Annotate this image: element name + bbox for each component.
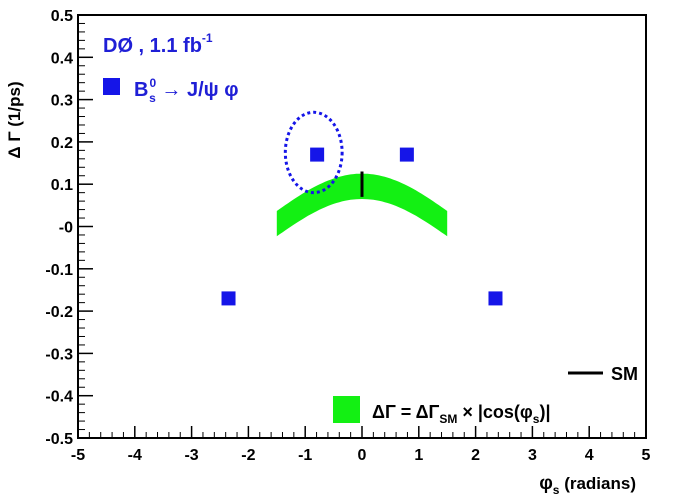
y-tick-label: -0.5	[45, 431, 73, 448]
marks-layer	[221, 110, 503, 306]
x-tick-label: -5	[71, 447, 85, 464]
channel-label: B0 s → J/ψ φ	[134, 76, 239, 105]
y-axis-title: Δ Γ (1/ps)	[5, 81, 24, 158]
data-point	[221, 291, 236, 306]
x-tick-label: -2	[241, 447, 255, 464]
y-tick-label: 0.1	[51, 177, 73, 194]
experiment-label: DØ , 1.1 fb-1	[103, 31, 213, 57]
y-tick-label: 0.4	[51, 50, 73, 67]
x-tick-label: -1	[298, 447, 312, 464]
x-tick-label: 1	[414, 447, 423, 464]
y-tick-label: -0.2	[45, 304, 73, 321]
axis-ticks: -5 -4 -3 -2 -1 0 1 2 3 4 5 -0.5 -0.4 -0.3 -0.2 -0.1 -0 0.…	[45, 8, 650, 464]
x-tick-label: 0	[358, 447, 367, 464]
legend-band-swatch	[333, 396, 360, 423]
x-tick-label: -3	[184, 447, 198, 464]
y-tick-label: -0.1	[45, 262, 73, 279]
x-axis-title: φs (radians)	[539, 473, 636, 496]
channel-marker	[103, 78, 120, 95]
data-point	[488, 291, 503, 306]
allowed-band	[276, 173, 448, 237]
y-tick-label: -0.3	[45, 346, 73, 363]
y-tick-label: -0	[59, 220, 73, 237]
x-tick-label: 2	[471, 447, 480, 464]
band-layer	[276, 173, 448, 237]
confidence-contour	[283, 110, 344, 195]
y-tick-label: -0.4	[45, 389, 73, 406]
y-tick-label: 0.5	[51, 8, 73, 25]
legend-sm-label: SM	[611, 364, 638, 384]
x-tick-label: 4	[585, 447, 594, 464]
data-point	[399, 147, 414, 162]
x-tick-label: 3	[528, 447, 537, 464]
y-tick-label: 0.3	[51, 93, 73, 110]
data-point	[310, 147, 325, 162]
legend-band-label: ΔΓ = ΔΓSM × |cos(φs)|	[372, 402, 551, 426]
y-tick-label: 0.2	[51, 135, 73, 152]
x-tick-label: -4	[128, 447, 142, 464]
x-tick-label: 5	[642, 447, 651, 464]
